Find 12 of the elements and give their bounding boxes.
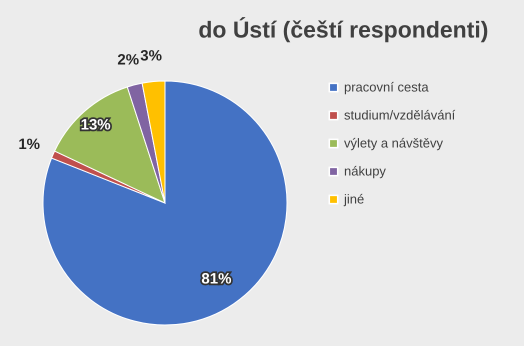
- data-label: 2%: [117, 52, 140, 69]
- legend-label: výlety a návštěvy: [344, 136, 444, 150]
- legend-label: nákupy: [344, 164, 386, 178]
- legend-label: pracovní cesta: [344, 80, 430, 94]
- legend-label: jiné: [343, 192, 364, 206]
- pie-slice: [42, 80, 288, 326]
- data-label: 13%: [80, 116, 111, 134]
- data-label: 1%: [18, 136, 40, 154]
- data-label: 81%: [201, 270, 232, 288]
- data-label: 3%: [140, 48, 162, 65]
- legend-label: studium/vzdělávání: [344, 108, 456, 122]
- chart-title: do Ústí (čeští respondenti): [198, 16, 488, 43]
